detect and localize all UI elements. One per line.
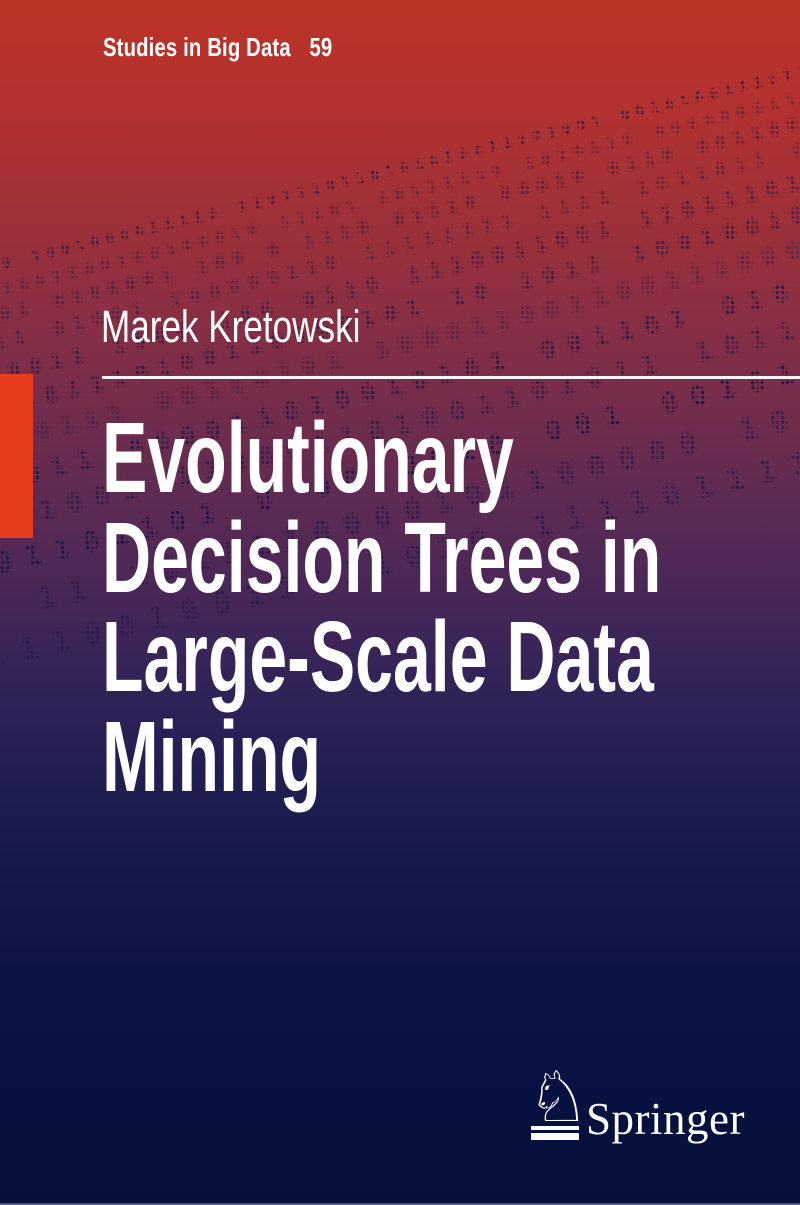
author-name: Marek Kretowski [101, 301, 361, 352]
accent-bar [0, 374, 33, 538]
book-title: Evolutionary Decision Trees in Large-Sca… [102, 402, 662, 813]
series-title: Studies in Big Data [103, 32, 291, 62]
series-header: Studies in Big Data 59 [103, 32, 332, 63]
divider-line [102, 376, 800, 379]
cover-bottom-edge [0, 1203, 800, 1205]
title-line: Evolutionary [102, 402, 514, 514]
title-line: Large-Scale Data [102, 601, 654, 713]
series-volume: 59 [309, 32, 333, 62]
title-line: Decision Trees in [102, 501, 662, 614]
title-line: Mining [102, 700, 322, 813]
